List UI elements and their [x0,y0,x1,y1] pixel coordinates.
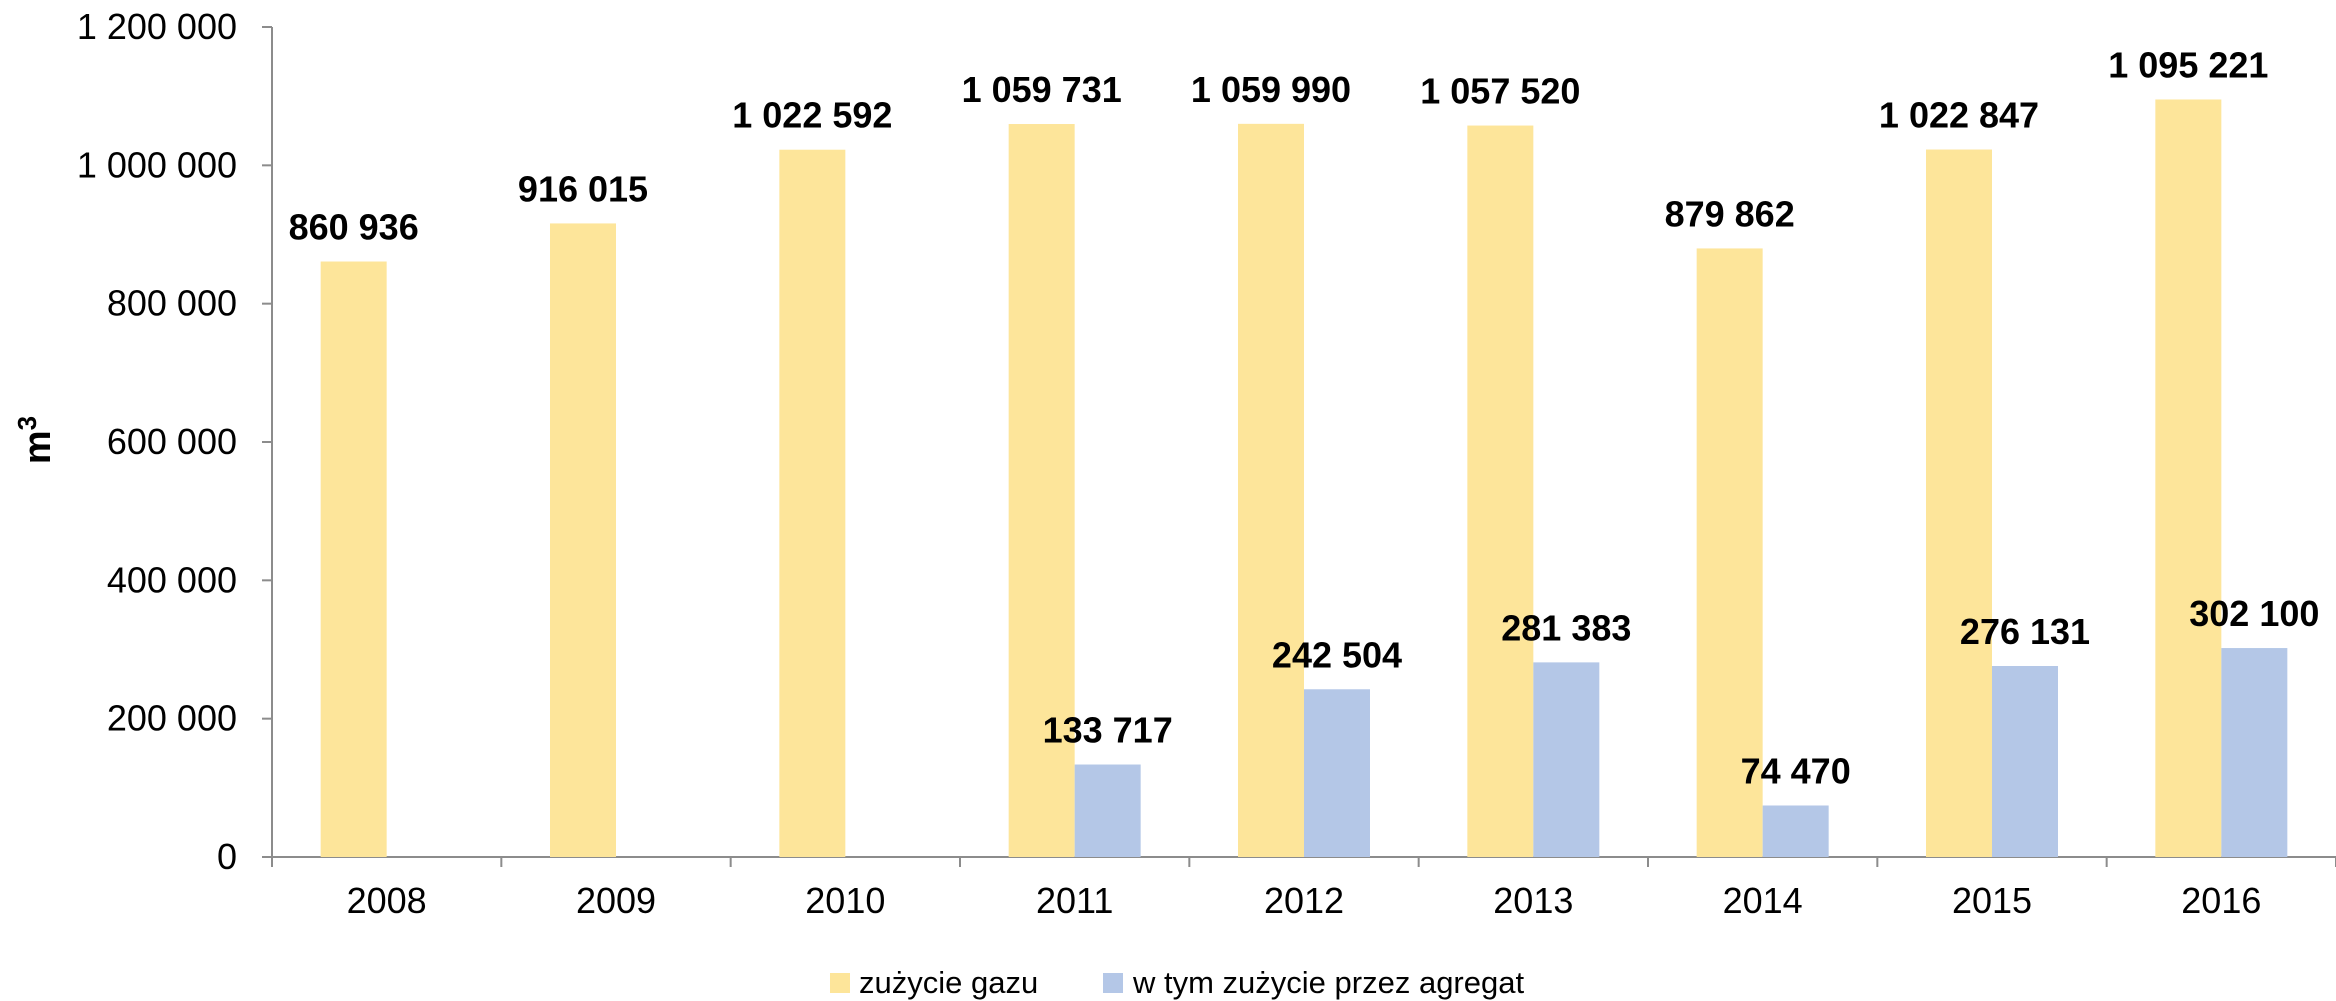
legend-label-series-1: zużycie gazu [859,965,1038,1000]
bar-series-1 [1696,248,1763,858]
data-label-series-1: 1 022 847 [1879,95,2039,136]
bars [320,99,2288,858]
bar-series-1 [779,149,846,857]
bar-series-1 [1467,125,1534,858]
bar-series-1 [1008,124,1075,857]
bar-series-1 [1926,149,1992,857]
y-tick-label: 200 000 [107,698,237,739]
bar-series-2 [1533,662,1600,857]
bar-series-1 [2155,99,2222,857]
y-tick-label: 800 000 [107,283,237,324]
y-tick-label: 1 000 000 [77,144,237,185]
data-label-series-1: 1 059 990 [1191,69,1351,110]
data-label-series-1: 860 936 [289,207,419,248]
x-tick-label: 2016 [2181,880,2261,921]
data-label-series-1: 1 022 592 [732,95,892,136]
data-labels: 860 936 916 015 1 022 592 1 059 731 133 717 1… [289,44,2320,791]
data-label-series-1: 1 057 520 [1420,71,1580,112]
data-label-series-2: 133 717 [1043,710,1173,751]
data-label-series-1: 1 095 221 [2108,44,2268,85]
legend-label-series-2: w tym zużycie przez agregat [1132,965,1524,1000]
data-label-series-1: 879 862 [1665,193,1795,234]
data-label-series-2: 276 131 [1960,611,2090,652]
x-tick-label: 2010 [805,880,885,921]
data-label-series-1: 916 015 [518,168,648,209]
bar-series-2 [1074,764,1141,857]
data-label-series-2: 74 470 [1741,750,1851,791]
y-tick-label: 0 [217,836,237,877]
x-tick-label: 2012 [1264,880,1344,921]
bar-series-1 [550,223,616,857]
x-tick-label: 2011 [1036,880,1113,921]
y-axis-title: m3 [12,416,59,464]
y-tick-label: 400 000 [107,559,237,600]
y-axis: 0 200 000 400 000 600 000 800 000 1 000 000 1 … [77,6,273,877]
bar-series-1 [320,261,387,857]
y-axis-label-superscript: 3 [12,416,42,430]
x-tick-label: 2015 [1952,880,2032,921]
x-axis: 2008 2009 2010 2011 2012 2013 2014 2015 2016 [271,856,2336,921]
data-label-series-1: 1 059 731 [962,69,1122,110]
data-label-series-2: 281 383 [1501,607,1631,648]
data-label-series-2: 242 504 [1272,634,1402,675]
data-label-series-2: 302 100 [2189,593,2319,634]
x-tick-label: 2013 [1493,880,1573,921]
y-axis-label: m3 [12,416,59,464]
bar-series-2 [1304,689,1370,857]
legend-swatch-series-1 [830,973,850,993]
x-tick-label: 2008 [347,880,427,921]
y-tick-label: 600 000 [107,421,237,462]
bar-series-1 [1238,123,1304,857]
bar-series-2 [1992,666,2058,857]
y-axis-label-unit: m [17,430,59,464]
bar-series-2 [2221,648,2288,857]
x-tick-label: 2014 [1723,880,1803,921]
bar-series-2 [1762,805,1829,857]
x-tick-label: 2009 [576,880,656,921]
legend-swatch-series-2 [1103,973,1123,993]
legend: zużycie gazu w tym zużycie przez agregat [830,965,1524,1000]
y-tick-label: 1 200 000 [77,6,237,47]
